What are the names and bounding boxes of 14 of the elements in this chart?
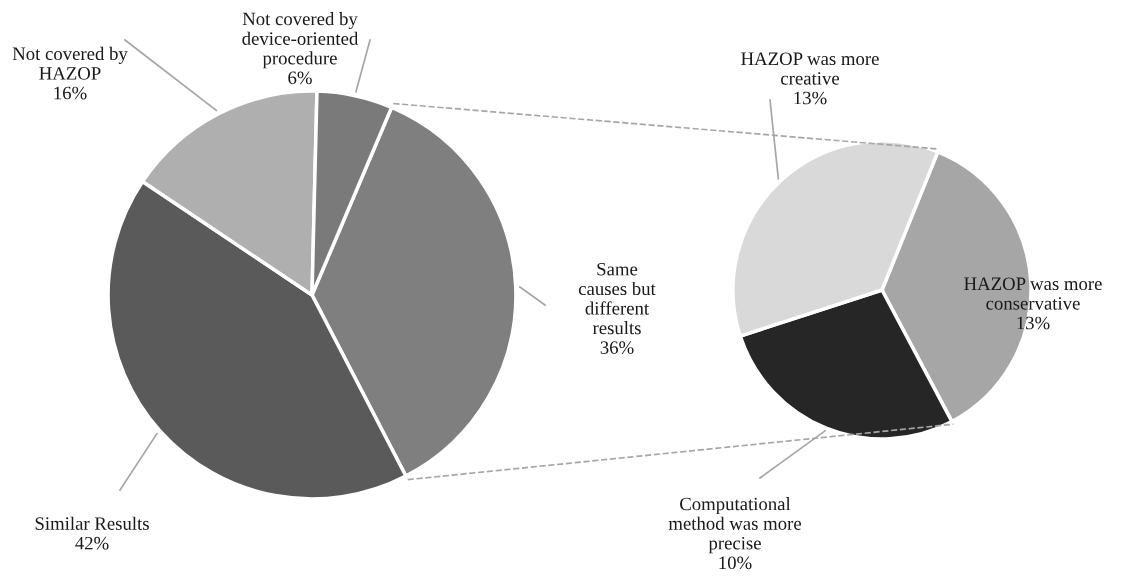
data-label: 16% (54, 86, 87, 100)
slice-label: Not covered by device-oriented procedure (242, 12, 359, 69)
data-label: 36% (600, 341, 634, 354)
data-label: 6% (288, 71, 312, 85)
slice-label: Same causes but different results (578, 262, 656, 335)
data-label: 10% (719, 556, 752, 570)
data-label: 13% (1017, 316, 1050, 330)
slice-label: HAZOP was more creative (741, 52, 879, 85)
slice-label: Computational method was more precise (668, 497, 801, 554)
slice-label: Similar Results (35, 516, 149, 530)
slice-label: HAZOP was more conservative (964, 277, 1102, 310)
data-label: 13% (794, 91, 827, 105)
slice-label: Not covered by HAZOP (12, 46, 128, 80)
data-label: 42% (75, 536, 109, 550)
